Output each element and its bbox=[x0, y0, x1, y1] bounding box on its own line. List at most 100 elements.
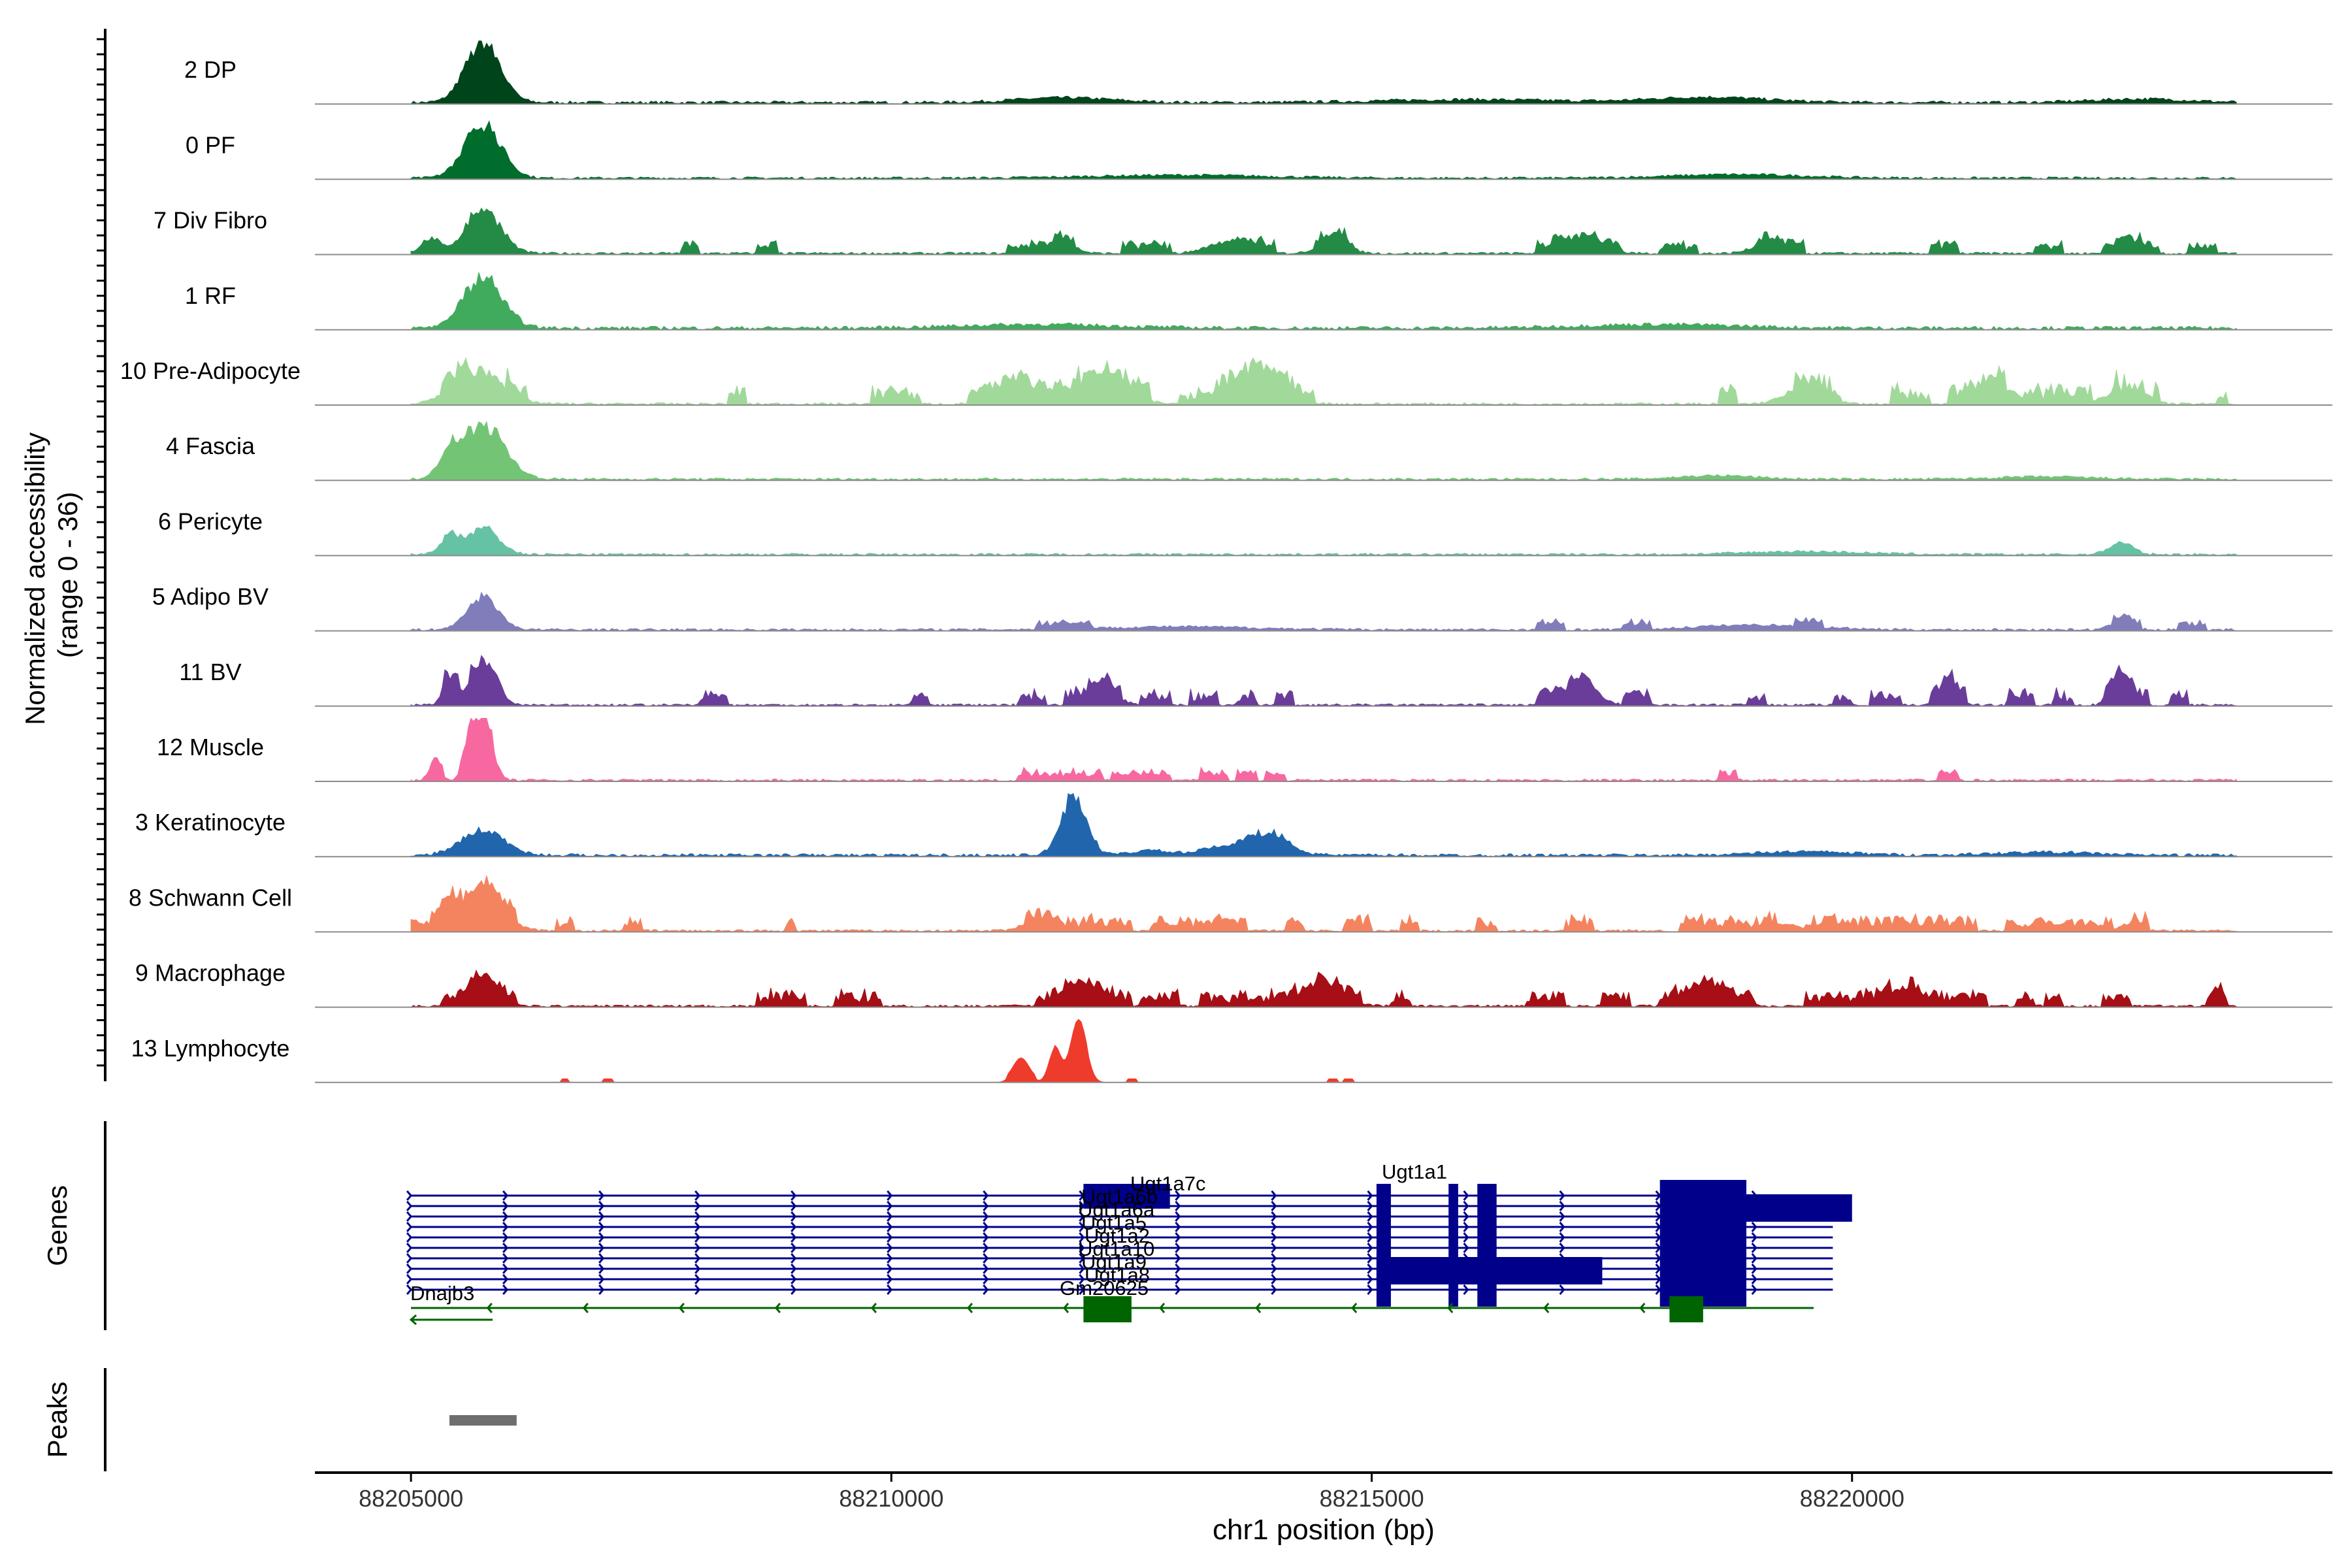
strand-chevron bbox=[598, 1190, 605, 1201]
strand-chevron bbox=[1463, 1243, 1469, 1253]
strand-chevron bbox=[887, 1232, 893, 1243]
y-axis-label-line-1: Normalized accessibility bbox=[20, 433, 50, 725]
strand-chevron bbox=[1463, 1211, 1469, 1222]
strand-chevron bbox=[1159, 1303, 1166, 1313]
exon-block bbox=[1376, 1184, 1391, 1307]
strand-chevron bbox=[502, 1274, 509, 1284]
gene-label-ugt1a9: Ugt1a9 bbox=[1081, 1250, 1147, 1273]
gene-label-ugt1a10: Ugt1a10 bbox=[1078, 1237, 1154, 1260]
strand-chevron bbox=[1559, 1222, 1565, 1232]
strand-chevron bbox=[502, 1201, 509, 1211]
track-label-5-adipo-bv: 5 Adipo BV bbox=[152, 583, 269, 610]
track-label-2-dp: 2 DP bbox=[184, 56, 237, 83]
exon-block bbox=[1737, 1194, 1852, 1222]
strand-chevron bbox=[887, 1222, 893, 1232]
track-label-9-macrophage: 9 Macrophage bbox=[135, 960, 286, 987]
coverage-area-7-div-fibro bbox=[410, 207, 2237, 255]
coverage-area-2-dp bbox=[410, 41, 2237, 105]
strand-chevron bbox=[406, 1284, 413, 1295]
strand-chevron bbox=[1463, 1201, 1469, 1211]
strand-chevron bbox=[502, 1190, 509, 1201]
strand-chevron bbox=[1463, 1284, 1469, 1295]
strand-chevron bbox=[791, 1253, 797, 1264]
strand-chevron bbox=[791, 1243, 797, 1253]
track-label-10-pre-adipocyte: 10 Pre-Adipocyte bbox=[120, 357, 301, 384]
strand-chevron bbox=[1175, 1201, 1181, 1211]
strand-chevron bbox=[598, 1243, 605, 1253]
strand-chevron bbox=[598, 1222, 605, 1232]
track-label-11-bv: 11 BV bbox=[179, 659, 241, 685]
gene-label-ugt1a7c: Ugt1a7c bbox=[1130, 1172, 1205, 1195]
strand-chevron bbox=[1367, 1253, 1373, 1264]
strand-chevron bbox=[502, 1264, 509, 1274]
strand-chevron bbox=[1751, 1243, 1757, 1253]
strand-chevron bbox=[1751, 1264, 1757, 1274]
strand-chevron bbox=[1447, 1303, 1454, 1313]
strand-chevron bbox=[1751, 1284, 1757, 1295]
strand-chevron bbox=[1351, 1303, 1358, 1313]
strand-chevron bbox=[887, 1253, 893, 1264]
strand-chevron bbox=[694, 1243, 701, 1253]
strand-chevron bbox=[1271, 1201, 1277, 1211]
strand-chevron bbox=[1559, 1243, 1565, 1253]
strand-chevron bbox=[694, 1232, 701, 1243]
gene-label-gm20625: Gm20625 bbox=[1060, 1277, 1149, 1299]
strand-chevron bbox=[791, 1190, 797, 1201]
strand-chevron bbox=[694, 1274, 701, 1284]
strand-chevron bbox=[598, 1232, 605, 1243]
strand-chevron bbox=[791, 1222, 797, 1232]
gene-label-ugt1a8: Ugt1a8 bbox=[1085, 1264, 1150, 1286]
track-10-pre-adipocyte: 10 Pre-Adipocyte bbox=[120, 357, 2332, 406]
strand-chevron bbox=[1271, 1211, 1277, 1222]
track-4-fascia: 4 Fascia bbox=[166, 421, 2332, 482]
track-13-lymphocyte: 13 Lymphocyte bbox=[131, 1019, 2332, 1083]
strand-chevron bbox=[1271, 1243, 1277, 1253]
track-1-rf: 1 RF bbox=[185, 272, 2332, 331]
peaks-panel-label: Peaks bbox=[42, 1382, 73, 1458]
strand-chevron bbox=[406, 1264, 413, 1274]
strand-chevron bbox=[406, 1243, 413, 1253]
strand-chevron bbox=[502, 1253, 509, 1264]
strand-chevron bbox=[791, 1274, 797, 1284]
strand-chevron bbox=[694, 1264, 701, 1274]
strand-chevron bbox=[870, 1303, 877, 1313]
strand-chevron bbox=[1079, 1264, 1085, 1274]
strand-chevron bbox=[406, 1232, 413, 1243]
strand-chevron bbox=[1559, 1211, 1565, 1222]
exon-block bbox=[1448, 1184, 1458, 1307]
strand-chevron bbox=[598, 1253, 605, 1264]
isoform-line bbox=[406, 1243, 1833, 1253]
strand-chevron bbox=[887, 1243, 893, 1253]
gene-label-ugt1a6a: Ugt1a6a bbox=[1078, 1198, 1155, 1221]
strand-chevron bbox=[1463, 1232, 1469, 1243]
strand-chevron bbox=[598, 1274, 605, 1284]
coverage-area-5-adipo-bv bbox=[410, 591, 2237, 632]
strand-chevron bbox=[1175, 1190, 1181, 1201]
strand-chevron bbox=[1175, 1264, 1181, 1274]
strand-chevron bbox=[1062, 1303, 1070, 1313]
genes-panel-label: Genes bbox=[42, 1185, 73, 1266]
x-axis-label: chr1 position (bp) bbox=[1213, 1514, 1435, 1546]
strand-chevron bbox=[887, 1201, 893, 1211]
strand-chevron bbox=[791, 1211, 797, 1222]
track-label-4-fascia: 4 Fascia bbox=[166, 433, 255, 459]
peak-region bbox=[449, 1415, 517, 1426]
strand-chevron bbox=[582, 1303, 589, 1313]
strand-chevron bbox=[502, 1243, 509, 1253]
strand-chevron bbox=[1559, 1232, 1565, 1243]
exon-block bbox=[1376, 1257, 1603, 1284]
track-12-muscle: 12 Muscle bbox=[157, 717, 2332, 782]
strand-chevron bbox=[598, 1264, 605, 1274]
isoform-line bbox=[406, 1232, 1833, 1243]
exon-block bbox=[1659, 1180, 1747, 1307]
strand-chevron bbox=[1367, 1264, 1373, 1274]
track-label-7-div-fibro: 7 Div Fibro bbox=[154, 207, 267, 234]
strand-chevron bbox=[791, 1264, 797, 1274]
strand-chevron bbox=[1543, 1303, 1550, 1313]
strand-chevron bbox=[694, 1211, 701, 1222]
strand-chevron bbox=[694, 1284, 701, 1295]
y-axis-label: Normalized accessibility (range 0 - 36) bbox=[20, 425, 83, 725]
strand-chevron bbox=[1271, 1232, 1277, 1243]
track-2-dp: 2 DP bbox=[184, 41, 2332, 105]
strand-chevron bbox=[1367, 1211, 1373, 1222]
